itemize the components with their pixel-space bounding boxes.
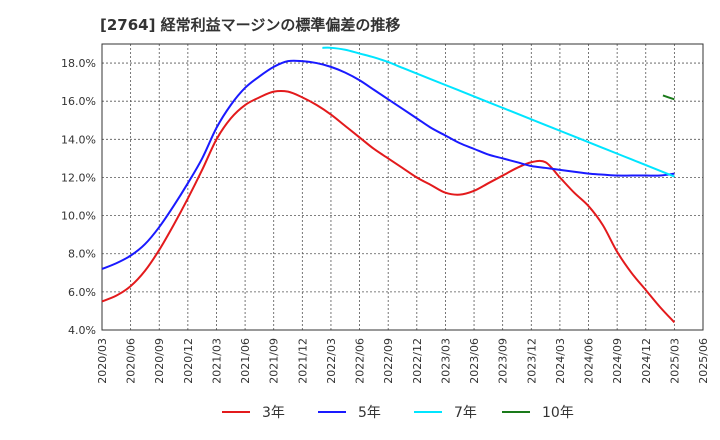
axes: [101, 43, 704, 331]
x-tick-label: 2020/09: [153, 338, 166, 384]
x-tick-label: 2023/06: [468, 338, 481, 384]
x-tick-label: 2022/03: [325, 338, 338, 384]
x-tick-label: 2021/06: [239, 338, 252, 384]
legend-label: 7年: [454, 405, 477, 421]
x-tick-label: 2023/09: [497, 338, 510, 384]
x-tick-label: 2023/12: [525, 338, 538, 384]
y-tick-label: 10.0%: [61, 210, 96, 223]
y-tick-labels: 4.0% 6.0% 8.0% 10.0% 12.0% 14.0% 16.0% 18.0%: [61, 57, 96, 337]
legend-label: 10年: [542, 405, 574, 421]
x-tick-labels: 2020/03 2020/06 2020/09 2020/12 2021/03 2021/…: [96, 338, 710, 384]
series-line-3年: [101, 89, 676, 324]
y-tick-label: 6.0%: [68, 286, 96, 299]
x-tick-label: 2023/03: [439, 338, 452, 384]
legend-item: 10年: [502, 402, 574, 422]
x-tick-label: 2022/12: [411, 338, 424, 384]
x-tick-label: 2020/06: [125, 338, 138, 384]
x-tick-label: 2024/06: [583, 338, 596, 384]
legend-item: 3年: [222, 402, 285, 422]
x-tick-label: 2024/03: [554, 338, 567, 384]
series-line-10年: [662, 94, 675, 101]
y-tick-label: 18.0%: [61, 57, 96, 70]
legend-swatch: [414, 411, 442, 413]
x-tick-label: 2021/12: [296, 338, 309, 384]
legend-item: 5年: [318, 402, 381, 422]
legend-label: 5年: [358, 405, 381, 421]
x-tick-label: 2022/09: [382, 338, 395, 384]
x-tick-label: 2024/12: [640, 338, 653, 384]
legend-label: 3年: [262, 405, 285, 421]
x-tick-label: 2024/09: [611, 338, 624, 384]
legend-swatch: [318, 411, 346, 413]
y-tick-label: 12.0%: [61, 171, 96, 184]
legend-swatch: [222, 411, 250, 413]
x-tick-label: 2020/03: [96, 338, 109, 384]
y-tick-label: 14.0%: [61, 133, 96, 146]
x-tick-label: 2025/03: [668, 338, 681, 384]
x-tick-label: 2021/09: [268, 338, 281, 384]
grid-lines: [101, 44, 704, 331]
series-line-7年: [322, 46, 675, 178]
series-lines: [101, 46, 676, 324]
chart-title: [2764] 経常利益マージンの標準偏差の推移: [100, 16, 401, 34]
plot-frame: [101, 43, 704, 331]
y-tick-label: 8.0%: [68, 248, 96, 261]
legend: 3年 5年 7年 10年: [0, 402, 720, 426]
x-tick-label: 2021/03: [210, 338, 223, 384]
x-tick-label: 2022/06: [354, 338, 367, 384]
legend-swatch: [502, 411, 530, 413]
line-chart: 4.0% 6.0% 8.0% 10.0% 12.0% 14.0% 16.0% 18.0% 20…: [61, 43, 710, 384]
y-tick-label: 16.0%: [61, 95, 96, 108]
x-tick-label: 2025/06: [697, 338, 710, 384]
series-line-5年: [101, 59, 675, 270]
y-tick-label: 4.0%: [68, 324, 96, 337]
x-tick-label: 2020/12: [182, 338, 195, 384]
legend-item: 7年: [414, 402, 477, 422]
